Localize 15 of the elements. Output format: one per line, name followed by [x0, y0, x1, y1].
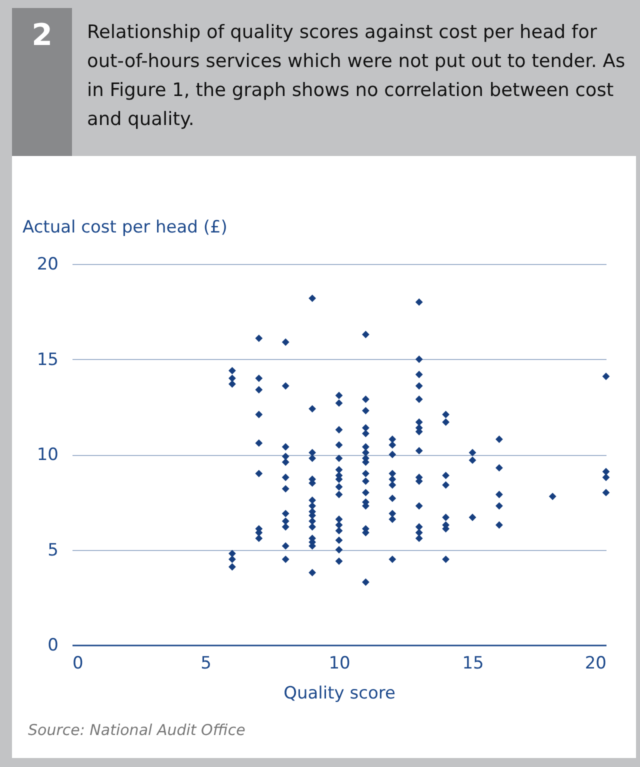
y-tick-label: 0	[48, 636, 58, 656]
y-tick-label: 20	[36, 254, 58, 274]
y-tick-label: 10	[36, 445, 58, 465]
y-axis-title: Actual cost per head (£)	[22, 218, 228, 238]
y-tick-label: 5	[48, 540, 58, 560]
x-tick-label: 5	[200, 654, 212, 674]
x-tick-label: 10	[328, 654, 350, 674]
x-tick-label: 15	[462, 654, 484, 674]
x-tick-label: 20	[584, 654, 606, 674]
source-note: Source: National Audit Office	[28, 721, 246, 739]
y-tick-label: 15	[36, 350, 58, 370]
chart-subtitle: Relationship of quality scores against cost per head for out-of-hours services which were not put out to tender. As in Figure 1, the graph shows no correlation between cost and quality.	[87, 21, 626, 132]
x-tick-label: 0	[72, 654, 84, 674]
x-axis-title: Quality score	[284, 684, 396, 704]
chart-title: 2	[12, 8, 72, 156]
